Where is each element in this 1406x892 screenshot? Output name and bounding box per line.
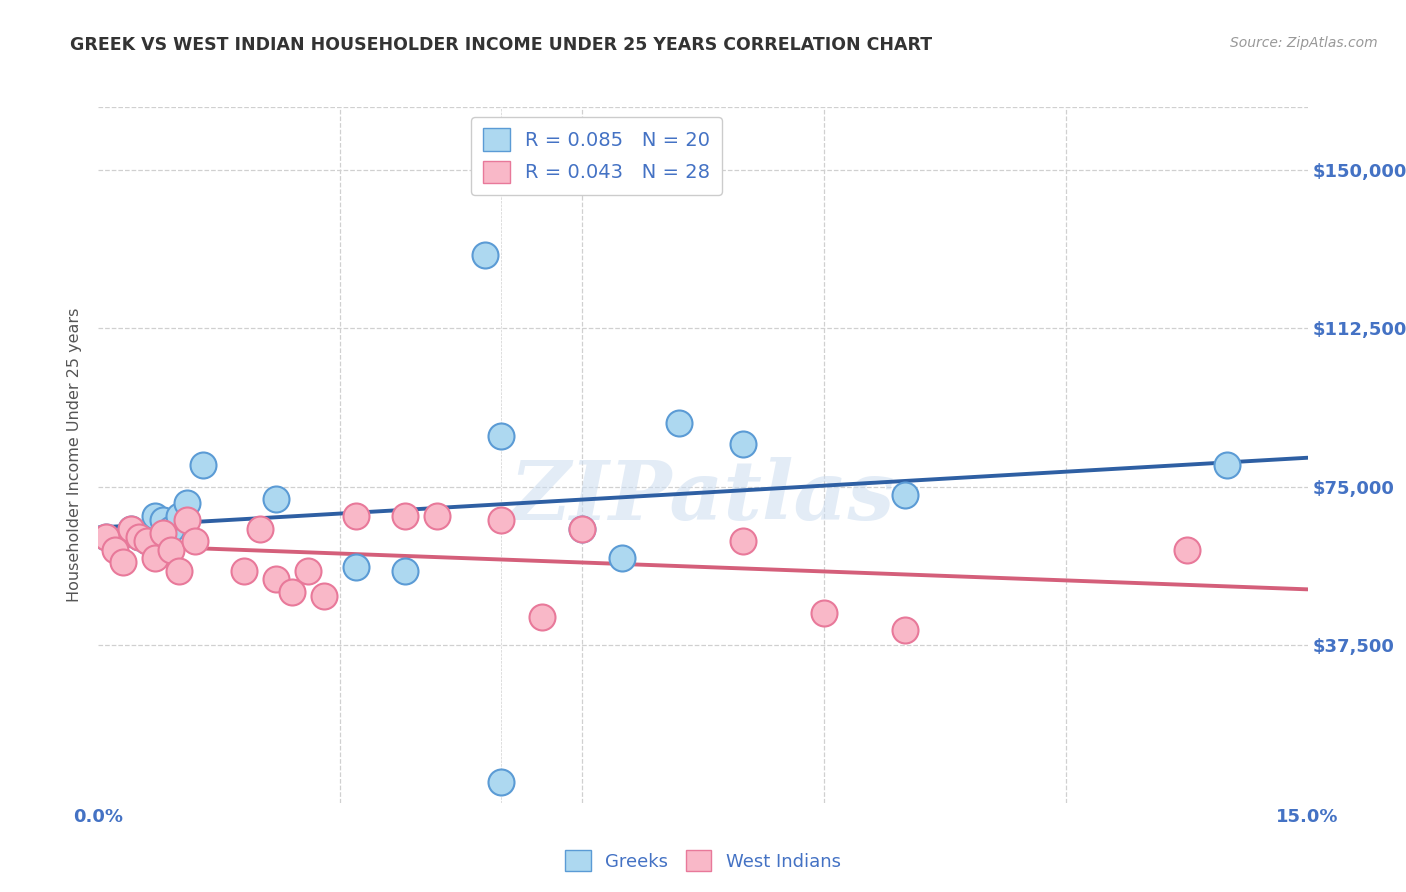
Point bbox=[176, 513, 198, 527]
Point bbox=[264, 492, 287, 507]
Point bbox=[128, 530, 150, 544]
Legend: R = 0.085   N = 20, R = 0.043   N = 28: R = 0.085 N = 20, R = 0.043 N = 28 bbox=[471, 117, 723, 194]
Point bbox=[111, 556, 134, 570]
Point bbox=[571, 522, 593, 536]
Point bbox=[893, 488, 915, 502]
Point bbox=[344, 559, 367, 574]
Point bbox=[143, 509, 166, 524]
Point bbox=[474, 247, 496, 261]
Point bbox=[232, 564, 254, 578]
Point bbox=[530, 610, 553, 624]
Point bbox=[1175, 542, 1198, 557]
Point bbox=[120, 522, 142, 536]
Point bbox=[96, 530, 118, 544]
Point bbox=[394, 564, 416, 578]
Point bbox=[167, 564, 190, 578]
Point bbox=[193, 458, 215, 473]
Point bbox=[571, 522, 593, 536]
Point bbox=[344, 509, 367, 524]
Point bbox=[813, 606, 835, 620]
Point bbox=[135, 534, 157, 549]
Point bbox=[249, 522, 271, 536]
Point bbox=[314, 589, 336, 603]
Point bbox=[103, 542, 125, 557]
Point bbox=[143, 551, 166, 566]
Point bbox=[491, 774, 513, 789]
Point bbox=[184, 534, 207, 549]
Point bbox=[264, 572, 287, 586]
Point bbox=[120, 522, 142, 536]
Point bbox=[152, 513, 174, 527]
Point bbox=[426, 509, 449, 524]
Legend: Greeks, West Indians: Greeks, West Indians bbox=[558, 843, 848, 879]
Point bbox=[297, 564, 319, 578]
Text: GREEK VS WEST INDIAN HOUSEHOLDER INCOME UNDER 25 YEARS CORRELATION CHART: GREEK VS WEST INDIAN HOUSEHOLDER INCOME … bbox=[70, 36, 932, 54]
Point bbox=[160, 522, 183, 536]
Point bbox=[491, 513, 513, 527]
Point bbox=[491, 429, 513, 443]
Point bbox=[96, 530, 118, 544]
Text: ZIPatlas: ZIPatlas bbox=[510, 457, 896, 537]
Text: Source: ZipAtlas.com: Source: ZipAtlas.com bbox=[1230, 36, 1378, 50]
Point bbox=[160, 542, 183, 557]
Point bbox=[176, 496, 198, 510]
Y-axis label: Householder Income Under 25 years: Householder Income Under 25 years bbox=[67, 308, 83, 602]
Point bbox=[128, 530, 150, 544]
Point bbox=[1216, 458, 1239, 473]
Point bbox=[733, 534, 755, 549]
Point bbox=[167, 509, 190, 524]
Point bbox=[135, 534, 157, 549]
Point bbox=[612, 551, 634, 566]
Point bbox=[152, 525, 174, 540]
Point bbox=[394, 509, 416, 524]
Point bbox=[893, 623, 915, 637]
Point bbox=[668, 417, 690, 431]
Point bbox=[733, 437, 755, 451]
Point bbox=[281, 585, 304, 599]
